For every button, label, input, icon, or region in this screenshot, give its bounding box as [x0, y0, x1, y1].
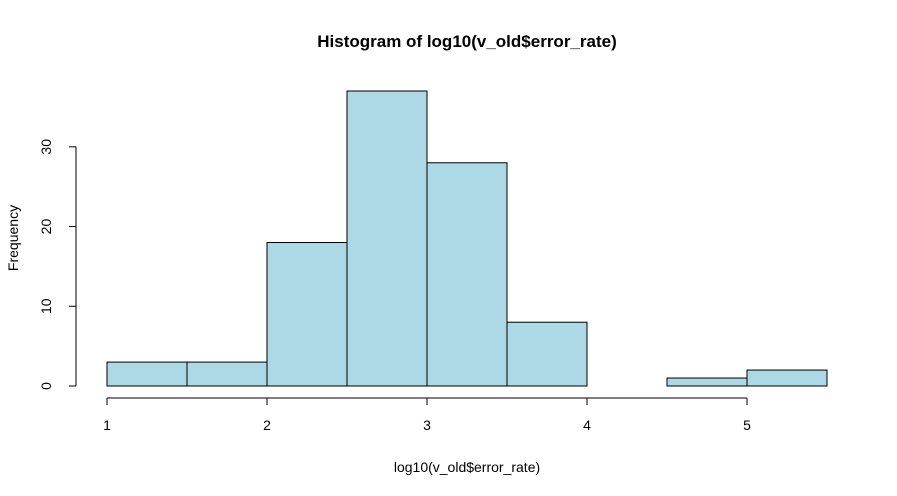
x-tick-label-3: 3 [423, 417, 431, 433]
histogram-bar-2 [266, 241, 348, 387]
histogram-bars [106, 90, 828, 387]
histogram-bar-8 [746, 369, 828, 387]
y-tick-label-30: 30 [38, 139, 54, 155]
x-tick-label-5: 5 [743, 417, 751, 433]
histogram-bar-4 [426, 162, 508, 387]
histogram-bar-5 [506, 321, 588, 387]
x-axis-label: log10(v_old$error_rate) [394, 459, 540, 475]
y-tick-label-10: 10 [38, 298, 54, 314]
x-tick-label-4: 4 [583, 417, 591, 433]
x-axis: 1 2 3 4 5 [103, 397, 751, 433]
x-tick-label-2: 2 [263, 417, 271, 433]
histogram-bar-3 [346, 90, 428, 387]
y-axis-label: Frequency [5, 205, 21, 271]
histogram-bar-0 [106, 361, 188, 387]
x-tick-label-1: 1 [103, 417, 111, 433]
chart-title: Histogram of log10(v_old$error_rate) [317, 32, 616, 51]
y-axis: 0 10 20 30 [38, 139, 77, 390]
histogram-bar-1 [186, 361, 268, 387]
histogram-bar-7 [666, 377, 748, 387]
y-tick-label-20: 20 [38, 219, 54, 235]
y-tick-label-0: 0 [38, 382, 54, 390]
